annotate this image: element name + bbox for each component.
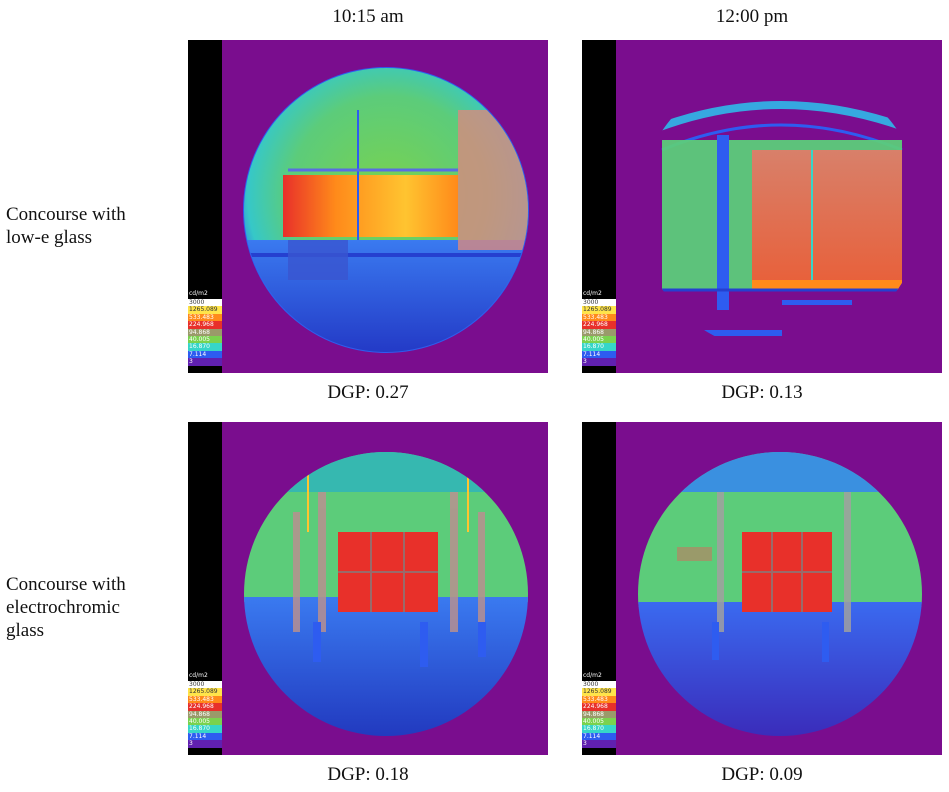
falsecolor-panel-ec-1015: cd/m2 3000 1265.089 533.483 224.968 94.8…: [188, 422, 548, 755]
legend-entry: 16.870: [582, 725, 616, 733]
legend-entry: 16.870: [188, 343, 222, 351]
legend-entry: 224.968: [582, 703, 616, 711]
falsecolor-panel-lowe-1015: cd/m2 3000 1265.089 533.483 224.968 94.8…: [188, 40, 548, 373]
luminance-legend: cd/m2 3000 1265.089 533.483 224.968 94.8…: [188, 672, 222, 755]
legend-entry: 7.114: [582, 732, 616, 741]
dgp-value-ec-1200: DGP: 0.09: [721, 764, 803, 785]
legend-unit: cd/m2: [189, 672, 208, 679]
row-label-line: low-e glass: [6, 227, 93, 248]
legend-entry: 16.870: [582, 343, 616, 351]
legend-entry: 3000: [582, 299, 616, 307]
legend-unit: cd/m2: [583, 290, 602, 297]
legend-entry: 40.005: [582, 717, 616, 726]
legend-entry: 1265.089: [582, 306, 616, 314]
legend-entry: 40.005: [582, 335, 616, 344]
legend-entry: 224.968: [582, 321, 616, 329]
legend-entry: 1265.089: [188, 688, 222, 696]
legend-entry: 3: [188, 740, 222, 748]
fisheye-luminance-image: [243, 67, 529, 353]
row-label-line: electrochromic: [6, 597, 120, 618]
column-header-1200: 12:00 pm: [715, 6, 789, 27]
legend-entry: 3000: [582, 681, 616, 689]
legend-entry: 3: [188, 358, 222, 366]
legend-unit: cd/m2: [583, 672, 602, 679]
legend-entry: 40.005: [188, 335, 222, 344]
legend-entry: 94.868: [188, 710, 222, 718]
legend-entry: 16.870: [188, 725, 222, 733]
legend-entry: 3: [582, 358, 616, 366]
luminance-legend: cd/m2 3000 1265.089 533.483 224.968 94.8…: [582, 290, 616, 373]
legend-entry: 7.114: [582, 350, 616, 359]
row-label-electrochromic: Concourse with electrochromic glass: [6, 573, 181, 642]
legend-entry: 533.483: [188, 695, 222, 704]
legend-entry: 533.483: [582, 313, 616, 322]
legend-entry: 3: [582, 740, 616, 748]
legend-entry: 40.005: [188, 717, 222, 726]
legend-entry: 94.868: [582, 328, 616, 336]
legend-entry: 7.114: [188, 732, 222, 741]
legend-entry: 7.114: [188, 350, 222, 359]
row-label-line: Concourse with: [6, 204, 126, 225]
legend-entry: 224.968: [188, 703, 222, 711]
row-label-line: glass: [6, 620, 44, 641]
legend-entry: 224.968: [188, 321, 222, 329]
legend-entry: 3000: [188, 681, 222, 689]
luminance-legend: cd/m2 3000 1265.089 533.483 224.968 94.8…: [188, 290, 222, 373]
fisheye-luminance-image: [638, 452, 922, 736]
falsecolor-panel-lowe-1200: cd/m2 3000 1265.089 533.483 224.968 94.8…: [582, 40, 942, 373]
falsecolor-panel-ec-1200: cd/m2 3000 1265.089 533.483 224.968 94.8…: [582, 422, 942, 755]
legend-entry: 1265.089: [582, 688, 616, 696]
legend-unit: cd/m2: [189, 290, 208, 297]
legend-entry: 94.868: [582, 710, 616, 718]
row-label-lowe: Concourse with low-e glass: [6, 203, 181, 249]
column-header-1015: 10:15 am: [332, 6, 404, 27]
dgp-value-lowe-1015: DGP: 0.27: [327, 382, 409, 403]
fisheye-luminance-image: [650, 101, 914, 336]
dgp-value-lowe-1200: DGP: 0.13: [721, 382, 803, 403]
legend-entry: 94.868: [188, 328, 222, 336]
fisheye-luminance-image: [244, 452, 528, 736]
row-label-line: Concourse with: [6, 574, 126, 595]
legend-entry: 533.483: [188, 313, 222, 322]
luminance-legend: cd/m2 3000 1265.089 533.483 224.968 94.8…: [582, 672, 616, 755]
dgp-value-ec-1015: DGP: 0.18: [327, 764, 409, 785]
legend-entry: 3000: [188, 299, 222, 307]
legend-entry: 533.483: [582, 695, 616, 704]
legend-entry: 1265.089: [188, 306, 222, 314]
